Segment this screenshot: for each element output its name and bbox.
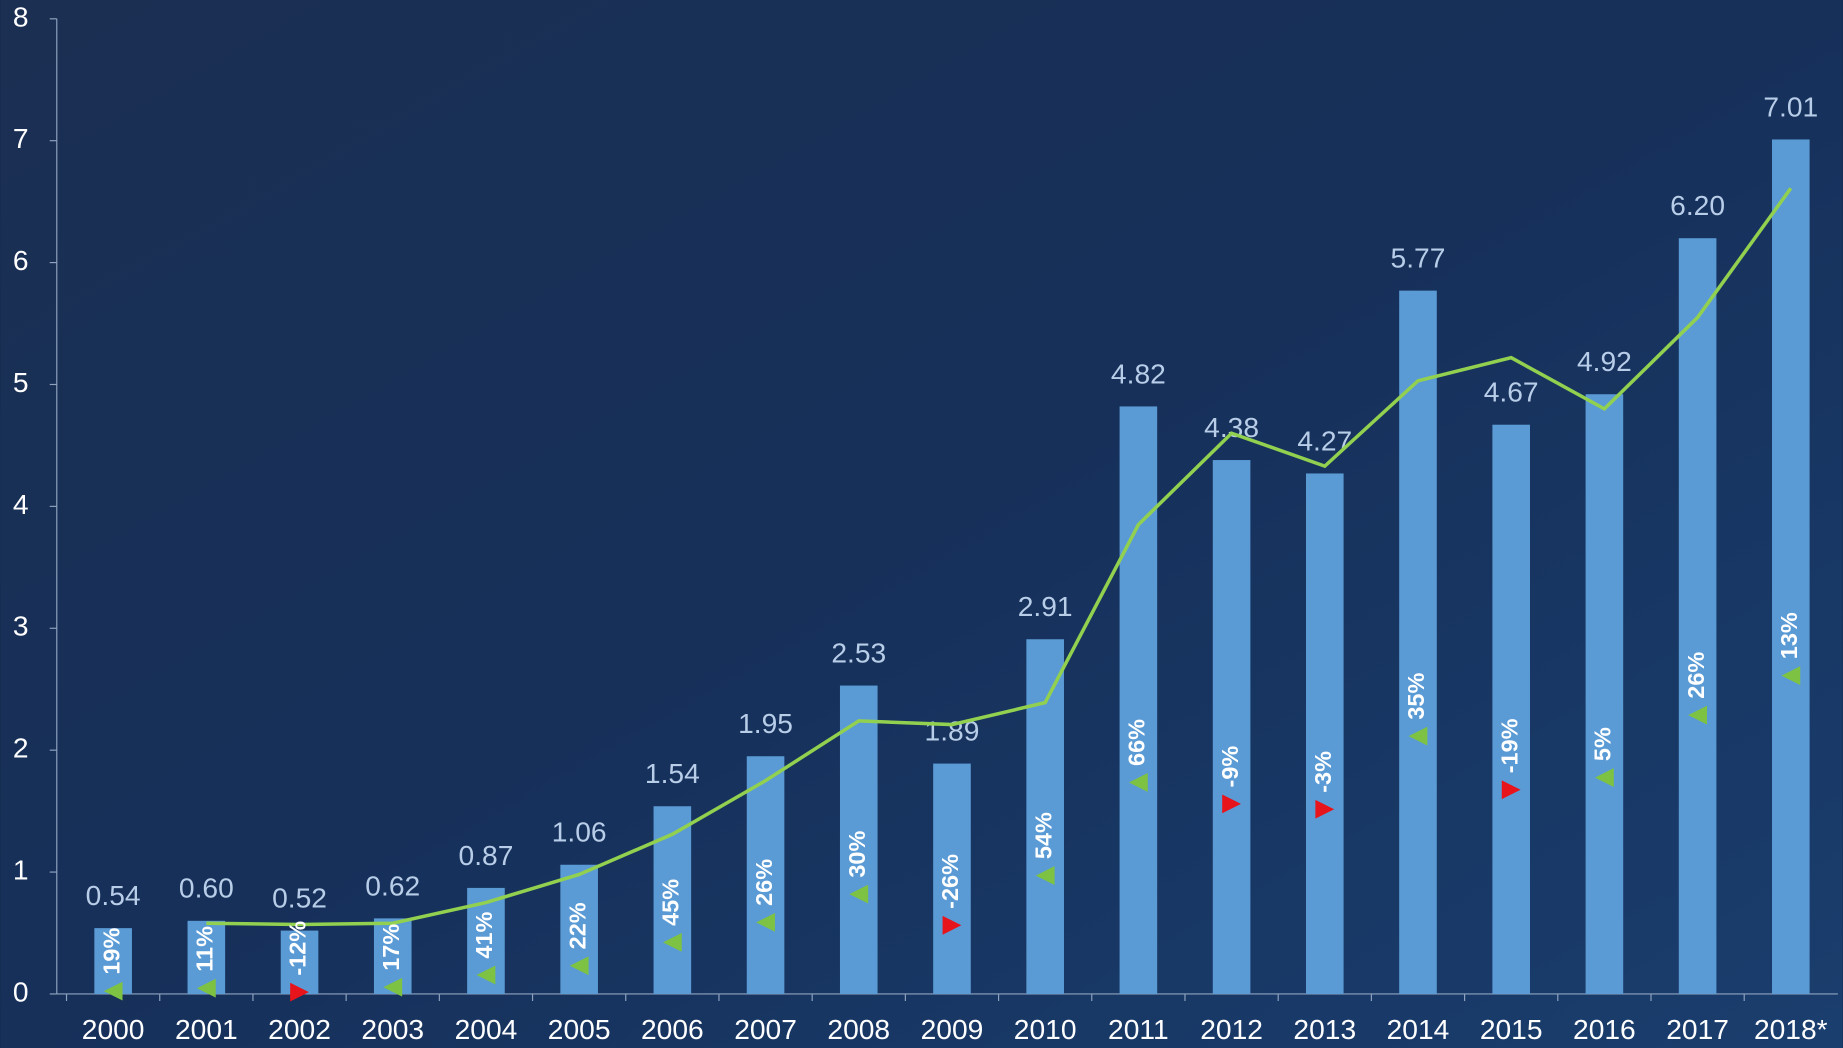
growth-label: 17% (378, 924, 404, 971)
growth-label: 11% (192, 926, 218, 972)
growth-label: 5% (1590, 727, 1616, 761)
x-tick-label: 2000 (82, 1013, 145, 1045)
growth-label: 19% (98, 928, 124, 975)
x-tick-label: 2015 (1480, 1013, 1543, 1045)
bar-value-label: 6.20 (1670, 189, 1725, 221)
x-tick-label: 2006 (641, 1013, 704, 1045)
growth-label: 13% (1776, 612, 1802, 659)
x-tick-label: 2008 (827, 1013, 890, 1045)
y-tick-label: 0 (13, 975, 29, 1007)
y-tick-label: 4 (13, 488, 29, 520)
x-tick-label: 2018* (1754, 1013, 1828, 1045)
bar-value-label: 7.01 (1763, 90, 1818, 122)
bar-value-label: 1.95 (738, 707, 793, 739)
x-tick-label: 2009 (921, 1013, 984, 1045)
x-tick-label: 2003 (361, 1013, 424, 1045)
growth-label: -12% (285, 921, 311, 976)
growth-label: 30% (844, 831, 870, 878)
bar-value-label: 5.77 (1391, 242, 1446, 274)
bar-value-label: 1.06 (552, 816, 607, 848)
x-tick-label: 2001 (175, 1013, 238, 1045)
growth-label: 41% (471, 911, 497, 958)
bar-value-label: 0.60 (179, 872, 234, 904)
bar (1120, 406, 1158, 994)
bar (1399, 291, 1437, 994)
x-tick-label: 2013 (1293, 1013, 1356, 1045)
bar (1679, 238, 1717, 994)
growth-label: 66% (1124, 719, 1150, 766)
y-tick-label: 6 (13, 244, 29, 276)
y-tick-label: 5 (13, 366, 29, 398)
growth-label: 22% (564, 902, 590, 949)
bar (1492, 425, 1530, 994)
bar-value-label: 4.92 (1577, 345, 1632, 377)
bar-value-label: 4.82 (1111, 357, 1166, 389)
growth-label: 45% (658, 879, 684, 926)
chart: 0 1 2 3 4 5 6 7 8 2000 2001 2002 2003 2004 2005 2006 200… (0, 0, 1843, 1048)
x-tick-label: 2016 (1573, 1013, 1636, 1045)
bar-value-label: 0.54 (86, 879, 141, 911)
growth-label: -3% (1310, 751, 1336, 793)
growth-label: -9% (1217, 746, 1243, 788)
bar-value-label: 0.52 (272, 881, 327, 913)
x-tick-label: 2005 (548, 1013, 611, 1045)
x-tick-label: 2011 (1108, 1013, 1169, 1045)
bar (1586, 394, 1624, 994)
bar-value-label: 2.53 (831, 636, 886, 668)
bar-value-label: 0.87 (459, 839, 514, 871)
y-tick-label: 8 (13, 0, 29, 32)
bar-value-label: 1.54 (645, 757, 700, 789)
bar-value-label: 2.91 (1018, 590, 1073, 622)
x-tick-label: 2007 (734, 1013, 797, 1045)
bar-value-label: 0.62 (365, 869, 420, 901)
bar (1306, 473, 1344, 993)
x-tick-label: 2004 (455, 1013, 518, 1045)
y-tick-label: 3 (13, 610, 29, 642)
growth-label: 26% (1683, 652, 1709, 699)
x-tick-label: 2012 (1200, 1013, 1263, 1045)
x-tick-label: 2010 (1014, 1013, 1077, 1045)
growth-label: 35% (1403, 673, 1429, 720)
x-tick-label: 2002 (268, 1013, 331, 1045)
y-tick-label: 1 (13, 854, 29, 886)
page: {"chart_data": {"type": "bar", "categori… (0, 0, 1843, 1048)
y-tick-label: 7 (13, 122, 29, 154)
bar (1772, 139, 1810, 993)
x-tick-label: 2017 (1666, 1013, 1729, 1045)
growth-label: -26% (937, 854, 963, 909)
growth-label: 54% (1030, 812, 1056, 859)
x-tick-label: 2014 (1387, 1013, 1450, 1045)
bar (1213, 460, 1251, 994)
growth-label: 26% (751, 859, 777, 906)
bar-value-label: 4.67 (1484, 376, 1539, 408)
y-tick-label: 2 (13, 732, 29, 764)
growth-label: -19% (1496, 718, 1522, 773)
bar-value-label: 4.27 (1297, 424, 1352, 456)
